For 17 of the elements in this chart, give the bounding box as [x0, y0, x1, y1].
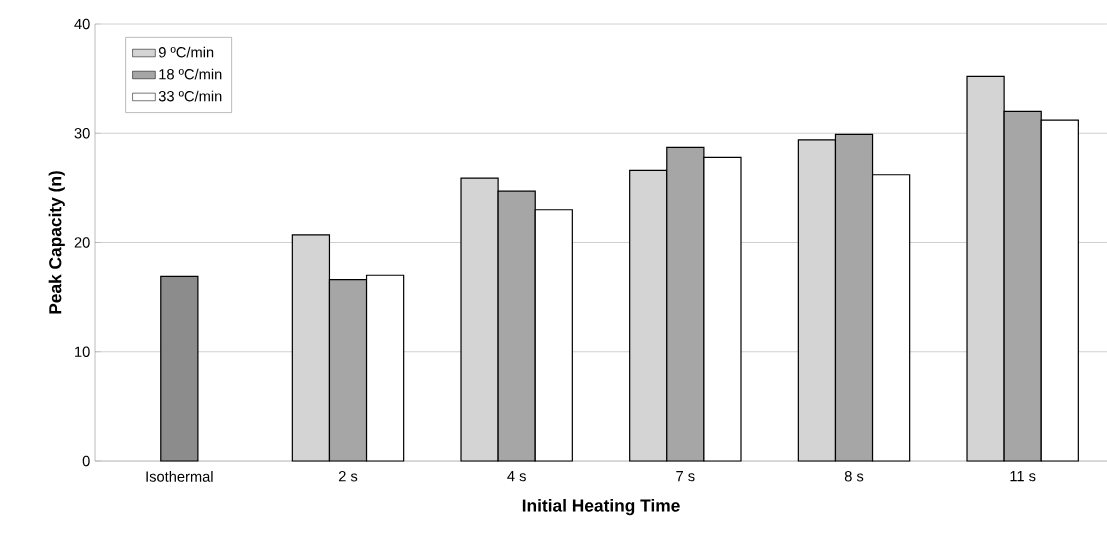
x-axis-title: Initial Heating Time — [522, 498, 680, 516]
x-tick-label: 2 s — [338, 471, 358, 482]
y-tick-label: 20 — [74, 237, 90, 248]
x-tick-label: 11 s — [1010, 471, 1036, 482]
x-tick-label: 4 s — [507, 471, 526, 482]
x-tick-label: 7 s — [676, 471, 695, 482]
y-tick-label: 0 — [82, 455, 90, 467]
y-tick-label: 30 — [74, 128, 90, 139]
bar — [160, 275, 199, 462]
y-tick-label: 40 — [74, 18, 90, 30]
y-tick-label: 10 — [75, 346, 90, 357]
x-tick-label: 8 s — [844, 471, 864, 482]
legend-label: 9 ºC/min — [158, 46, 214, 58]
legend-label: 33 ºC/min — [158, 90, 222, 102]
x-tick-label: Isothermal — [146, 471, 213, 482]
legend-label: 18 ºC/min — [159, 68, 222, 80]
y-axis-title: Peak Capacity (n) — [48, 171, 65, 314]
